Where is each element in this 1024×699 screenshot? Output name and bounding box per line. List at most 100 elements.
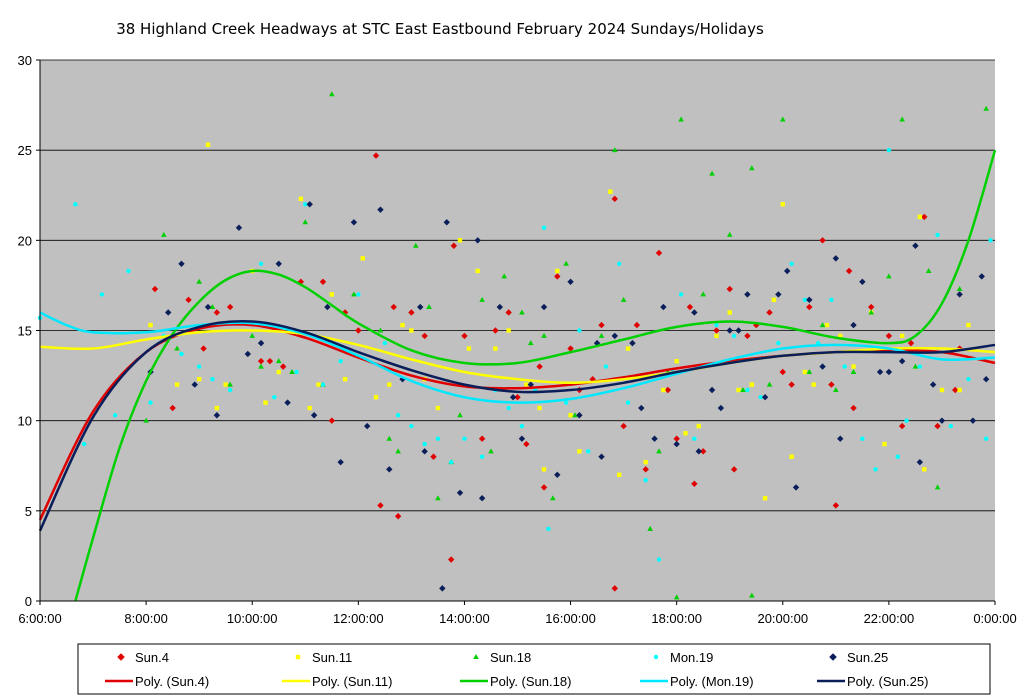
data-point-sun-25 bbox=[567, 278, 574, 286]
data-point-mon-19 bbox=[935, 232, 940, 238]
data-point-mon-19 bbox=[842, 364, 847, 369]
data-point-sun-4 bbox=[868, 303, 875, 311]
data-point-sun-4 bbox=[788, 381, 795, 388]
data-point-sun-18 bbox=[541, 332, 547, 338]
data-point-sun-25 bbox=[576, 412, 583, 419]
legend-label: Mon.19 bbox=[670, 650, 713, 665]
data-point-mon-19 bbox=[422, 441, 427, 447]
data-point-sun-18 bbox=[956, 286, 963, 292]
data-point-sun-18 bbox=[143, 417, 149, 423]
data-point-sun-11 bbox=[802, 369, 808, 375]
y-tick-label: 15 bbox=[18, 324, 32, 339]
data-point-mon-19 bbox=[895, 454, 900, 459]
data-point-sun-11 bbox=[409, 328, 414, 333]
data-point-sun-25 bbox=[775, 291, 782, 298]
data-point-mon-19 bbox=[731, 333, 737, 339]
x-tick-label: 14:00:00 bbox=[439, 611, 490, 626]
data-point-sun-4 bbox=[492, 327, 499, 334]
data-point-sun-25 bbox=[651, 435, 658, 442]
x-tick-label: 16:00:00 bbox=[545, 611, 596, 626]
data-point-sun-18 bbox=[435, 495, 441, 501]
legend-marker bbox=[473, 654, 479, 659]
data-point-sun-4 bbox=[673, 435, 680, 442]
data-point-sun-25 bbox=[204, 303, 212, 311]
data-point-mon-19 bbox=[303, 202, 308, 207]
data-point-sun-11 bbox=[838, 333, 843, 339]
data-point-sun-4 bbox=[450, 242, 458, 249]
data-point-sun-25 bbox=[859, 278, 866, 286]
data-point-mon-19 bbox=[873, 467, 878, 472]
data-point-sun-11 bbox=[263, 400, 268, 405]
data-point-mon-19 bbox=[656, 557, 662, 562]
data-point-sun-25 bbox=[638, 404, 645, 412]
y-tick-label: 25 bbox=[18, 143, 32, 158]
data-point-sun-18 bbox=[174, 345, 180, 351]
data-point-sun-25 bbox=[695, 448, 702, 455]
data-point-sun-25 bbox=[306, 201, 313, 208]
data-point-mon-19 bbox=[860, 436, 865, 441]
data-point-sun-25 bbox=[806, 296, 813, 304]
data-point-sun-18 bbox=[563, 260, 569, 266]
data-point-mon-19 bbox=[546, 526, 551, 532]
data-point-mon-19 bbox=[692, 436, 697, 441]
data-point-mon-19 bbox=[983, 436, 989, 441]
data-point-sun-18 bbox=[620, 296, 627, 302]
data-point-sun-11 bbox=[674, 358, 679, 364]
data-point-sun-18 bbox=[457, 412, 463, 418]
data-point-sun-11 bbox=[373, 395, 379, 400]
data-point-sun-11 bbox=[882, 441, 887, 447]
legend-label: Sun.11 bbox=[312, 650, 352, 665]
data-point-sun-4 bbox=[390, 303, 397, 311]
data-point-mon-19 bbox=[603, 364, 609, 369]
data-point-mon-19 bbox=[320, 382, 326, 387]
data-point-sun-11 bbox=[771, 297, 777, 303]
data-point-mon-19 bbox=[714, 322, 719, 328]
data-point-sun-4 bbox=[713, 327, 720, 334]
data-point-sun-4 bbox=[478, 435, 486, 442]
data-point-sun-4 bbox=[664, 386, 672, 394]
data-point-sun-18 bbox=[426, 304, 432, 310]
data-point-sun-25 bbox=[337, 458, 344, 466]
data-point-mon-19 bbox=[966, 376, 971, 382]
y-axis-ticks: 0 5 10 15 20 25 30 bbox=[18, 53, 40, 609]
trendline-poly-mon-19 bbox=[39, 311, 996, 404]
data-point-sun-11 bbox=[577, 449, 582, 454]
data-point-mon-19 bbox=[126, 268, 131, 274]
data-point-sun-25 bbox=[792, 484, 800, 491]
data-point-mon-19 bbox=[917, 364, 923, 369]
data-point-sun-4 bbox=[589, 375, 596, 383]
data-point-sun-4 bbox=[744, 332, 751, 340]
data-point-sun-18 bbox=[395, 448, 401, 454]
data-point-sun-25 bbox=[518, 435, 526, 442]
data-point-sun-18 bbox=[656, 448, 662, 454]
data-point-sun-25 bbox=[885, 368, 893, 376]
data-point-sun-18 bbox=[647, 525, 653, 531]
data-point-sun-18 bbox=[749, 592, 755, 598]
data-point-sun-4 bbox=[377, 502, 384, 509]
data-point-sun-25 bbox=[611, 332, 618, 340]
data-point-sun-11 bbox=[506, 328, 511, 333]
data-point-mon-19 bbox=[73, 202, 78, 207]
trendlines bbox=[38, 149, 997, 602]
data-point-sun-18 bbox=[488, 448, 494, 454]
data-point-sun-11 bbox=[387, 382, 392, 387]
x-tick-label: 10:00:00 bbox=[227, 611, 278, 626]
data-point-sun-18 bbox=[209, 304, 216, 310]
data-point-sun-25 bbox=[363, 422, 371, 430]
y-tick-label: 20 bbox=[18, 233, 32, 248]
data-point-sun-11 bbox=[851, 364, 856, 369]
data-point-sun-18 bbox=[983, 105, 989, 111]
data-point-sun-4 bbox=[850, 404, 857, 412]
data-point-mon-19 bbox=[776, 340, 781, 346]
scatter-points bbox=[37, 91, 993, 600]
data-point-sun-25 bbox=[386, 466, 393, 473]
data-point-sun-11 bbox=[727, 310, 732, 315]
data-point-sun-4 bbox=[372, 152, 380, 159]
data-point-mon-19 bbox=[338, 358, 343, 364]
data-point-sun-25 bbox=[527, 381, 534, 388]
data-point-sun-11 bbox=[736, 387, 741, 393]
data-point-mon-19 bbox=[179, 351, 184, 357]
data-point-sun-11 bbox=[762, 496, 768, 501]
data-point-sun-18 bbox=[413, 242, 419, 248]
data-point-mon-19 bbox=[258, 261, 264, 266]
